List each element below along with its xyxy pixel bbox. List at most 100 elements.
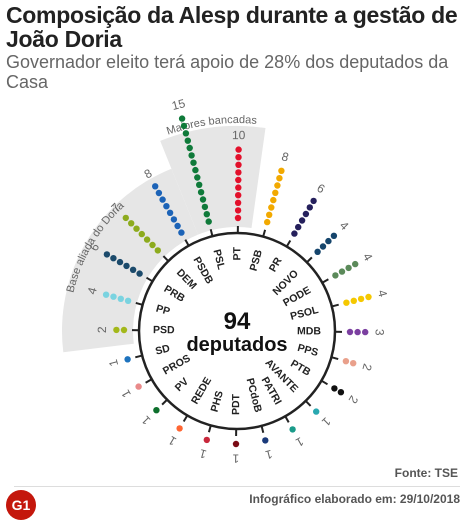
- seat-dot-psb: [266, 211, 273, 218]
- seat-dot-psl: [184, 137, 191, 144]
- seat-count-pcdob: 1: [264, 447, 274, 462]
- seat-dot-psl: [197, 189, 205, 196]
- tick-avante: [304, 399, 312, 407]
- seat-dot-dem: [122, 214, 129, 222]
- party-mdb: MDB 3: [297, 325, 387, 337]
- party-psb: PSB 8: [248, 149, 291, 272]
- seat-dot-psl: [180, 122, 188, 130]
- label-psl: PSL: [210, 248, 227, 271]
- seat-count-pdt: 1: [232, 451, 239, 465]
- tick-phs: [207, 424, 213, 433]
- seat-dot-dem: [128, 220, 135, 227]
- tick-pps: [330, 355, 339, 361]
- seat-dot-psl: [203, 211, 210, 218]
- seat-dot-psdb: [155, 189, 163, 197]
- seat-dot-psl: [199, 196, 207, 203]
- seat-count-pv: 1: [139, 413, 154, 428]
- seat-dot-prb: [116, 258, 124, 266]
- tick-novo: [305, 256, 313, 264]
- party-pps: PPS 2: [296, 342, 375, 373]
- seat-dot-ptb: [337, 389, 345, 396]
- seat-dot-psb: [264, 218, 271, 226]
- seat-dot-sd: [124, 356, 131, 363]
- seat-dot-psdb: [166, 209, 174, 216]
- seat-dot-psl: [182, 130, 190, 137]
- seat-dot-dem: [154, 247, 161, 254]
- seat-count-pp: 4: [85, 285, 100, 295]
- seat-count-ptb: 2: [345, 393, 361, 406]
- seat-dot-dem: [133, 225, 140, 232]
- seat-count-psd: 2: [95, 326, 109, 333]
- seat-dot-psb: [272, 189, 279, 196]
- seat-count-pode: 4: [360, 251, 376, 264]
- seat-dot-prb: [136, 270, 143, 277]
- seat-count-psl: 15: [170, 96, 187, 113]
- seat-dot-pr: [291, 230, 298, 237]
- seat-dot-psdb: [174, 222, 181, 230]
- seat-count-avante: 1: [319, 415, 334, 430]
- label-psol: PSOL: [289, 304, 320, 323]
- seat-count-phs: 1: [198, 446, 208, 461]
- seat-dot-novo: [330, 232, 338, 239]
- seat-dot-psb: [278, 167, 285, 174]
- tick-rede: [182, 414, 189, 423]
- tick-patri: [283, 414, 290, 423]
- seat-dot-psb: [276, 175, 283, 182]
- seat-dot-patri: [289, 426, 296, 433]
- seat-dot-mdb: [354, 328, 361, 336]
- seat-dot-dem: [138, 230, 145, 238]
- tick-psl: [209, 229, 214, 238]
- seat-dot-psl: [178, 115, 186, 122]
- seat-count-sd: 1: [106, 358, 121, 368]
- seat-dot-psb: [268, 204, 275, 211]
- party-pdt: PDT 1: [230, 393, 242, 465]
- party-sd: SD 1: [106, 342, 172, 368]
- seat-dot-prb: [110, 255, 117, 262]
- seat-count-novo: 4: [337, 218, 352, 233]
- tick-pode: [320, 278, 329, 285]
- seat-dot-pt: [234, 199, 242, 206]
- seat-dot-psdb: [163, 203, 170, 210]
- seat-dot-psol: [357, 295, 365, 303]
- seat-count-pt: 10: [232, 128, 246, 142]
- seat-dot-dem: [143, 236, 151, 243]
- seat-dot-mdb: [362, 328, 369, 336]
- party-pt: PT 10: [231, 128, 245, 260]
- seat-dot-phs: [203, 436, 210, 444]
- seat-dot-ptb: [331, 385, 338, 392]
- seat-dot-novo: [325, 237, 332, 245]
- credit-note: Infográfico elaborado em: 29/10/2018: [249, 492, 460, 506]
- seat-dot-pcdob: [262, 437, 269, 444]
- page-title: Composição da Alesp durante a gestão de …: [6, 2, 458, 52]
- seat-dot-pr: [302, 210, 310, 218]
- seat-dot-pt: [234, 207, 242, 214]
- seat-dot-psd: [113, 326, 120, 334]
- label-pps: PPS: [296, 342, 319, 359]
- seat-dot-pr: [298, 217, 306, 224]
- seat-dot-avante: [313, 408, 320, 415]
- label-phs: PHS: [209, 389, 226, 413]
- seat-dot-pp: [124, 297, 132, 304]
- seat-dot-pt: [235, 146, 242, 153]
- seat-dot-pt: [235, 161, 242, 168]
- seat-dot-psd: [120, 326, 128, 334]
- g1-logo: G1: [6, 490, 36, 520]
- seat-count-rede: 1: [166, 433, 179, 449]
- seat-dot-pode: [338, 268, 346, 275]
- seat-dot-pode: [332, 272, 339, 279]
- seat-dot-pr: [295, 223, 302, 231]
- party-psd: PSD 2: [95, 324, 175, 336]
- label-pros: PROS: [161, 352, 193, 377]
- seat-dot-psl: [205, 218, 212, 225]
- tick-pcdob: [260, 424, 265, 433]
- seat-dot-pt: [235, 154, 242, 161]
- seat-dot-mdb: [346, 328, 354, 336]
- label-psd: PSD: [153, 324, 175, 336]
- seat-dot-psol: [365, 293, 372, 301]
- label-pr: PR: [267, 255, 285, 274]
- total-seats: 94: [224, 308, 251, 335]
- seat-dot-psdb: [152, 183, 159, 190]
- party-phs: PHS 1: [198, 389, 226, 461]
